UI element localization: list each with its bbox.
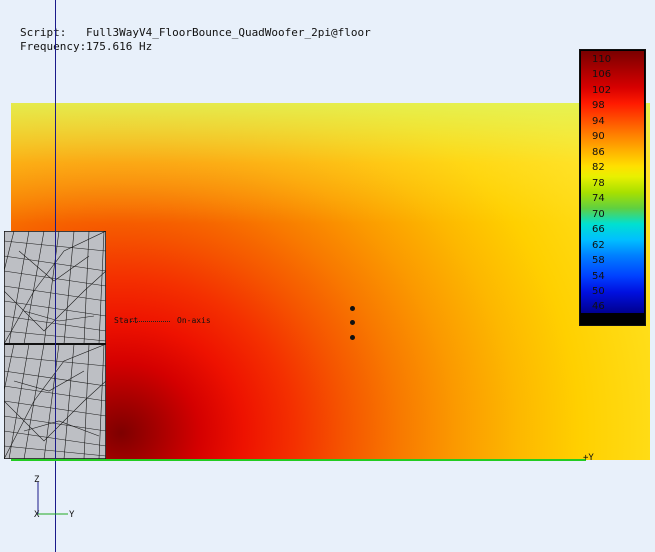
colorbar-label: 46	[592, 301, 605, 312]
vertical-axis-line	[55, 0, 56, 552]
colorbar-label: 90	[592, 131, 605, 142]
frequency-value: 175.616 Hz	[86, 40, 153, 53]
spl-colorbar: 110 106 102 98 94 90 86 82 78 74 70 66 6…	[579, 49, 646, 326]
colorbar-label: 106	[592, 69, 612, 80]
script-value: Full3WayV4_FloorBounce_QuadWoofer_2pi@fl…	[86, 26, 371, 39]
colorbar-gradient	[581, 51, 644, 313]
colorbar-label: 110	[592, 54, 612, 65]
field-gradient-overlay	[11, 103, 650, 223]
marker-dot	[350, 335, 355, 340]
axis-y-label: Y	[69, 510, 75, 520]
marker-dot	[350, 306, 355, 311]
floor-y-label: +Y	[583, 453, 594, 463]
frequency-label: Frequency:	[20, 40, 87, 53]
axis-z-label: Z	[34, 475, 40, 485]
colorbar-label: 70	[592, 209, 605, 220]
colorbar-label: 54	[592, 271, 605, 282]
colorbar-label: 50	[592, 286, 605, 297]
axes-triad: Z X Y	[24, 472, 84, 522]
header-info: Script: Full3WayV4_FloorBounce_QuadWoofer…	[20, 26, 371, 54]
start-label: Start	[114, 316, 139, 325]
colorbar-label: 102	[592, 85, 612, 96]
colorbar-label: 98	[592, 100, 605, 111]
colorbar-label: 66	[592, 224, 605, 235]
colorbar-label: 58	[592, 255, 605, 266]
marker-dot	[350, 320, 355, 325]
axis-x-label: X	[34, 510, 40, 520]
script-label: Script:	[20, 26, 67, 39]
onaxis-dashed-line	[130, 321, 170, 322]
colorbar-label: 62	[592, 240, 605, 251]
floor-line	[11, 459, 586, 461]
colorbar-label: 74	[592, 193, 605, 204]
colorbar-label: 78	[592, 178, 605, 189]
colorbar-label: 82	[592, 162, 605, 173]
colorbar-label: 86	[592, 147, 605, 158]
spl-field-plot[interactable]	[11, 103, 650, 460]
onaxis-label: On-axis	[177, 316, 211, 325]
colorbar-label: 94	[592, 116, 605, 127]
